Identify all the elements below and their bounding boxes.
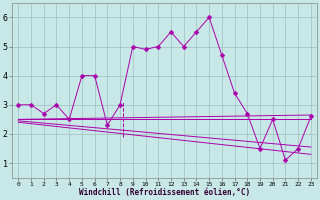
X-axis label: Windchill (Refroidissement éolien,°C): Windchill (Refroidissement éolien,°C) (79, 188, 250, 197)
